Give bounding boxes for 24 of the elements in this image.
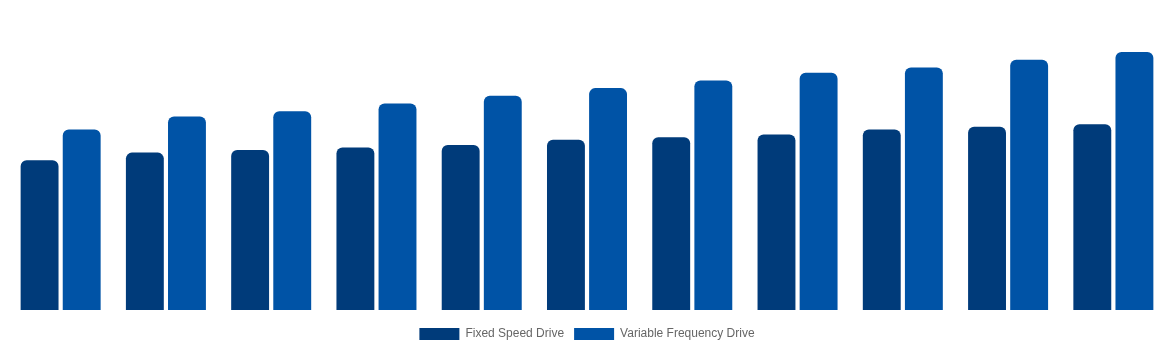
bar bbox=[652, 137, 691, 310]
bar bbox=[547, 139, 585, 310]
bar bbox=[273, 111, 312, 310]
legend-label: Variable Frequency Drive bbox=[620, 326, 755, 341]
bar bbox=[1115, 52, 1154, 310]
bar bbox=[799, 72, 838, 310]
bar bbox=[168, 116, 206, 310]
bar bbox=[336, 147, 375, 310]
bar bbox=[968, 126, 1006, 310]
legend-label: Fixed Speed Drive bbox=[465, 326, 565, 341]
bar bbox=[589, 88, 627, 310]
bar bbox=[694, 80, 733, 310]
bar bbox=[904, 67, 943, 310]
bar bbox=[378, 103, 417, 310]
bar bbox=[231, 150, 270, 310]
bar bbox=[862, 129, 901, 310]
bar bbox=[441, 144, 480, 310]
bar bbox=[62, 129, 101, 310]
bar bbox=[125, 152, 164, 310]
bar bbox=[1010, 59, 1049, 310]
bar bbox=[1073, 124, 1112, 310]
bar bbox=[20, 160, 59, 310]
bar bbox=[483, 95, 522, 310]
bar bbox=[757, 134, 796, 310]
